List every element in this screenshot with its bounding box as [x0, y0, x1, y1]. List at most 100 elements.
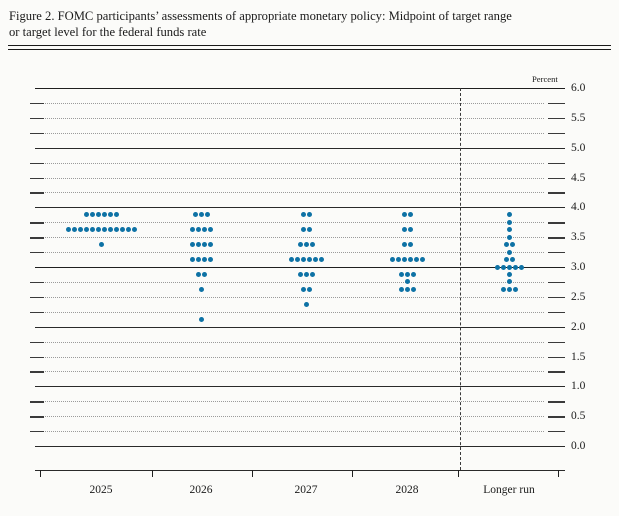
projection-dot — [506, 249, 512, 255]
gridline-dotted — [35, 117, 544, 119]
y-tick-right — [548, 102, 565, 105]
projection-dot — [195, 271, 201, 277]
projection-dot — [83, 212, 89, 218]
projection-dot — [306, 227, 312, 233]
projection-dot — [189, 242, 195, 248]
dot-row-2027 — [300, 286, 312, 292]
projection-dot — [201, 227, 207, 233]
projection-dot — [306, 286, 312, 292]
projection-dot — [312, 257, 318, 263]
dot-row-longer-run — [506, 249, 512, 255]
projection-dot — [404, 271, 410, 277]
projection-dot — [506, 279, 512, 285]
gridline-dotted — [35, 296, 544, 298]
projection-dot — [509, 257, 515, 263]
projection-dot — [189, 227, 195, 233]
projection-dot — [419, 257, 425, 263]
y-tick-right — [548, 177, 565, 179]
projection-dot — [89, 212, 95, 218]
dot-row-2028 — [401, 242, 413, 248]
x-axis-tick — [40, 470, 42, 477]
x-axis-line — [35, 470, 565, 472]
projection-dot — [389, 257, 395, 263]
projection-dot — [407, 242, 413, 248]
x-category-label: 2026 — [189, 484, 213, 496]
dot-row-2027 — [297, 271, 315, 277]
gridline-dotted — [35, 431, 544, 433]
longer-run-separator — [460, 88, 461, 470]
gridline-dotted — [35, 237, 544, 239]
projection-dot — [107, 212, 113, 218]
projection-dot — [198, 212, 204, 218]
y-tick-left — [30, 431, 44, 433]
projection-dot — [89, 227, 95, 233]
y-tick-right — [548, 222, 565, 224]
dot-row-longer-run — [506, 212, 512, 218]
gridline-dotted — [35, 401, 544, 403]
gridline-solid — [35, 446, 565, 448]
x-axis-tick — [352, 470, 354, 477]
projection-dot — [204, 212, 210, 218]
projection-dot — [309, 271, 315, 277]
projection-dot — [95, 227, 101, 233]
y-tick-label: 4.5 — [571, 171, 586, 184]
gridline-dotted — [35, 356, 544, 358]
projection-dot — [192, 212, 198, 218]
projection-dot — [198, 316, 204, 322]
dot-row-2028 — [398, 286, 416, 292]
projection-dot — [201, 257, 207, 263]
dot-row-2027 — [288, 257, 324, 263]
y-tick-left — [30, 416, 44, 418]
projection-dot — [300, 257, 306, 263]
gridline-dotted — [35, 252, 544, 254]
projection-dot — [77, 227, 83, 233]
dot-row-longer-run — [506, 234, 512, 240]
projection-dot — [503, 257, 509, 263]
y-tick-left — [30, 311, 44, 314]
dot-row-2026 — [198, 286, 204, 292]
projection-dot — [500, 286, 506, 292]
y-tick-left — [30, 371, 44, 373]
projection-dot — [413, 257, 419, 263]
y-tick-right — [548, 356, 565, 358]
projection-dot — [401, 212, 407, 218]
title-divider-rule — [8, 45, 611, 50]
projection-dot — [407, 212, 413, 218]
dot-row-2026 — [195, 271, 207, 277]
dot-row-2025 — [98, 242, 104, 248]
y-tick-label: 2.5 — [571, 290, 586, 303]
gridline-solid — [35, 88, 565, 90]
dot-row-longer-run — [506, 279, 512, 285]
dot-row-2027 — [297, 242, 315, 248]
projection-dot — [407, 257, 413, 263]
projection-dot — [518, 264, 524, 270]
projection-dot — [201, 271, 207, 277]
projection-dot — [83, 227, 89, 233]
projection-dot — [195, 227, 201, 233]
projection-dot — [506, 219, 512, 225]
projection-dot — [198, 286, 204, 292]
gridline-solid — [35, 326, 565, 328]
projection-dot — [207, 257, 213, 263]
y-tick-label: 0.5 — [571, 410, 586, 423]
y-tick-label: 3.5 — [571, 231, 586, 244]
y-tick-label: 5.5 — [571, 111, 586, 124]
projection-dot — [503, 242, 509, 248]
projection-dot — [107, 227, 113, 233]
dot-row-2027 — [300, 212, 312, 218]
projection-dot — [306, 257, 312, 263]
y-tick-left — [30, 296, 44, 299]
projection-dot — [119, 227, 125, 233]
y-tick-right — [548, 296, 565, 299]
projection-dot — [101, 227, 107, 233]
y-tick-right — [548, 117, 565, 120]
dot-row-2028 — [404, 279, 410, 285]
y-tick-label: 6.0 — [571, 82, 586, 94]
projection-dot — [101, 212, 107, 218]
projection-dot — [300, 212, 306, 218]
dot-row-2027 — [300, 227, 312, 233]
dot-row-longer-run — [506, 219, 512, 225]
y-tick-left — [30, 237, 44, 239]
projection-dot — [195, 242, 201, 248]
